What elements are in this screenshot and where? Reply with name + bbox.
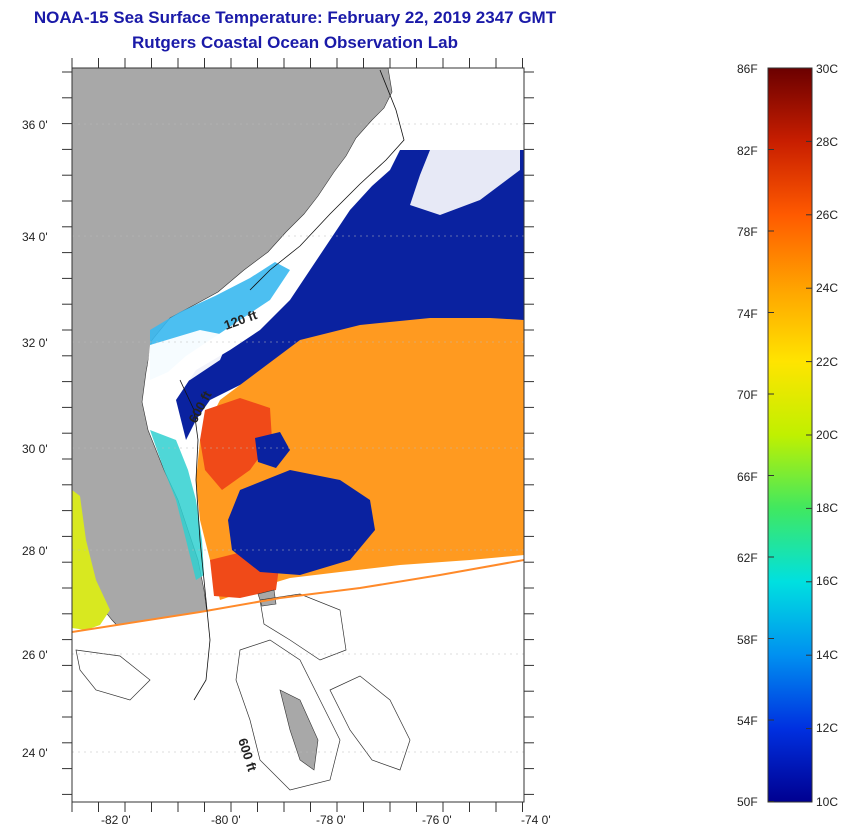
colorbar-fahrenheit-labels: 86F 82F 78F 74F 70F 66F 62F 58F 54F 50F — [737, 62, 758, 809]
lat-tick-label: 32 0' — [22, 336, 48, 350]
lat-tick-label: 36 0' — [22, 118, 48, 132]
celsius-label: 20C — [816, 428, 838, 442]
lat-tick-label: 28 0' — [22, 544, 48, 558]
fahrenheit-label: 86F — [737, 62, 758, 76]
celsius-label: 24C — [816, 281, 838, 295]
coastal-shelf-water — [150, 430, 204, 580]
isobath-line — [249, 69, 405, 291]
lat-tick-label: 34 0' — [22, 230, 48, 244]
fahrenheit-label: 62F — [737, 551, 758, 565]
celsius-label: 26C — [816, 208, 838, 222]
celsius-label: 28C — [816, 135, 838, 149]
map-subtitle: Rutgers Coastal Ocean Observation Lab — [132, 33, 458, 52]
lon-tick-label: -80 0' — [211, 813, 241, 827]
frame-ticks — [62, 58, 534, 812]
cloud-mask — [410, 145, 520, 215]
fahrenheit-label: 78F — [737, 225, 758, 239]
bank-contour — [329, 675, 411, 771]
hot-water-patch — [200, 398, 272, 490]
fahrenheit-label: 58F — [737, 633, 758, 647]
cloud-mask — [146, 330, 230, 410]
fahrenheit-label: 54F — [737, 714, 758, 728]
celsius-label: 10C — [816, 795, 838, 809]
fahrenheit-label: 70F — [737, 388, 758, 402]
bank-contour — [235, 639, 341, 791]
cold-eddy — [228, 470, 375, 575]
cold-water-north — [176, 150, 524, 440]
longitude-labels: -82 0' -80 0' -78 0' -76 0' -74 0' — [101, 813, 551, 827]
fahrenheit-label: 50F — [737, 795, 758, 809]
celsius-label: 22C — [816, 355, 838, 369]
lat-tick-label: 30 0' — [22, 442, 48, 456]
lat-tick-label: 26 0' — [22, 648, 48, 662]
fahrenheit-label: 74F — [737, 307, 758, 321]
colorbar-celsius-labels: 30C 28C 26C 24C 22C 20C 18C 16C 14C 12C … — [816, 62, 838, 809]
celsius-label: 14C — [816, 648, 838, 662]
cold-eddy — [255, 432, 290, 468]
lon-tick-label: -78 0' — [316, 813, 346, 827]
lat-tick-label: 24 0' — [22, 746, 48, 760]
swath-edge — [72, 559, 524, 633]
lon-tick-label: -82 0' — [101, 813, 131, 827]
isobath-line — [179, 379, 211, 701]
bank-contour — [259, 593, 347, 661]
map-title: NOAA-15 Sea Surface Temperature: Februar… — [33, 8, 557, 27]
fahrenheit-label: 66F — [737, 470, 758, 484]
celsius-label: 16C — [816, 574, 838, 588]
no-data-region — [72, 560, 524, 802]
lon-tick-label: -76 0' — [422, 813, 452, 827]
celsius-label: 18C — [816, 501, 838, 515]
colorbar-ticks — [768, 67, 812, 803]
gulf-water — [72, 490, 110, 630]
fahrenheit-label: 82F — [737, 144, 758, 158]
celsius-label: 30C — [816, 62, 838, 76]
map-frame — [71, 67, 525, 803]
map-plot-area — [72, 68, 524, 802]
bank-contour — [75, 649, 151, 701]
celsius-label: 12C — [816, 721, 838, 735]
island — [279, 689, 319, 771]
latitude-labels: 36 0' 34 0' 32 0' 30 0' 28 0' 26 0' 24 0… — [22, 118, 48, 760]
lon-tick-label: -74 0' — [521, 813, 551, 827]
colorbar — [767, 67, 813, 803]
